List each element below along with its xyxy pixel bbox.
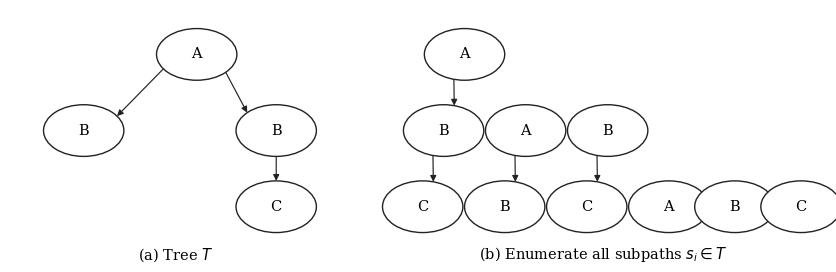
Text: A: A: [459, 47, 469, 61]
Text: (a) Tree $T$: (a) Tree $T$: [138, 246, 213, 264]
Text: C: C: [270, 200, 282, 214]
Text: B: B: [271, 123, 281, 138]
Ellipse shape: [567, 105, 647, 156]
Text: A: A: [191, 47, 201, 61]
Text: (b) Enumerate all subpaths $s_i \in T$: (b) Enumerate all subpaths $s_i \in T$: [478, 245, 726, 264]
Text: B: B: [438, 123, 448, 138]
Ellipse shape: [694, 181, 774, 233]
Ellipse shape: [546, 181, 626, 233]
Ellipse shape: [403, 105, 483, 156]
Text: C: C: [580, 200, 592, 214]
Text: A: A: [520, 123, 530, 138]
Ellipse shape: [760, 181, 836, 233]
Text: C: C: [416, 200, 428, 214]
Ellipse shape: [464, 181, 544, 233]
Ellipse shape: [236, 181, 316, 233]
Text: C: C: [794, 200, 806, 214]
Text: B: B: [729, 200, 739, 214]
Ellipse shape: [485, 105, 565, 156]
Ellipse shape: [382, 181, 462, 233]
Text: B: B: [499, 200, 509, 214]
Ellipse shape: [156, 29, 237, 80]
Text: B: B: [79, 123, 89, 138]
Text: A: A: [663, 200, 673, 214]
Ellipse shape: [43, 105, 124, 156]
Ellipse shape: [424, 29, 504, 80]
Ellipse shape: [628, 181, 708, 233]
Ellipse shape: [236, 105, 316, 156]
Text: B: B: [602, 123, 612, 138]
